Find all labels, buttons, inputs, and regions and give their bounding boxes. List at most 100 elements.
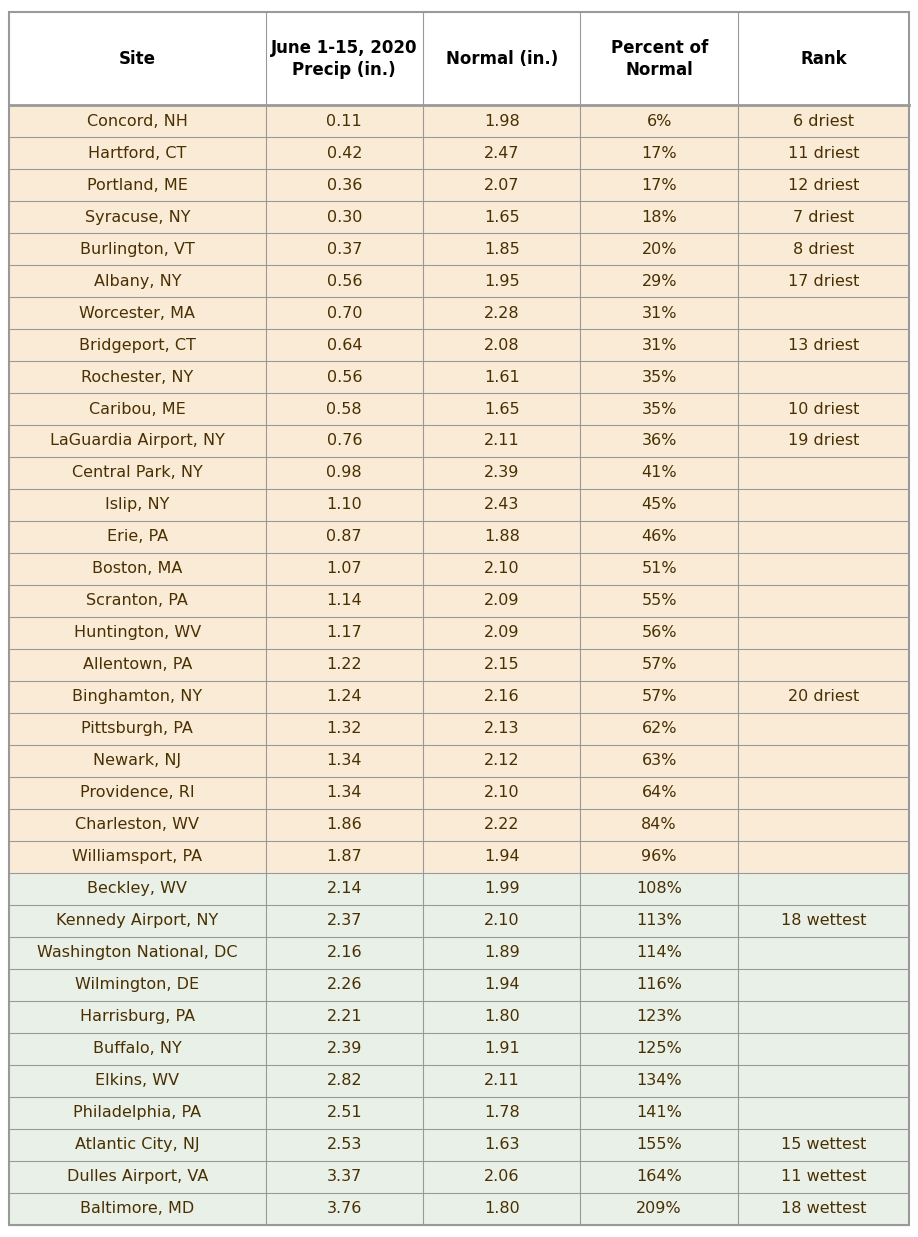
Text: Beckley, WV: Beckley, WV	[87, 881, 187, 897]
Bar	[9, 1192, 909, 1225]
Text: 2.08: 2.08	[484, 338, 520, 353]
Text: 1.98: 1.98	[484, 114, 520, 129]
Text: 18 wettest: 18 wettest	[780, 913, 866, 928]
Bar	[9, 169, 909, 202]
Text: LaGuardia Airport, NY: LaGuardia Airport, NY	[50, 433, 225, 449]
Text: 96%: 96%	[642, 850, 677, 865]
Text: 0.37: 0.37	[327, 241, 362, 256]
Text: 10 driest: 10 driest	[788, 402, 859, 417]
Text: Rochester, NY: Rochester, NY	[82, 370, 194, 385]
Text: Erie, PA: Erie, PA	[106, 529, 168, 544]
Text: 55%: 55%	[642, 594, 677, 609]
Bar	[9, 553, 909, 585]
Text: 17%: 17%	[642, 178, 677, 193]
Text: 1.78: 1.78	[484, 1105, 520, 1121]
Bar	[9, 329, 909, 361]
Text: 2.10: 2.10	[484, 913, 520, 928]
Text: Percent of
Normal: Percent of Normal	[610, 38, 708, 79]
Text: 2.16: 2.16	[327, 945, 362, 960]
Text: 0.98: 0.98	[327, 465, 362, 480]
Text: 63%: 63%	[642, 753, 677, 768]
Text: 18%: 18%	[642, 209, 677, 225]
Text: Binghamton, NY: Binghamton, NY	[73, 689, 203, 704]
Text: 2.16: 2.16	[484, 689, 520, 704]
Bar	[9, 361, 909, 393]
Text: Caribou, ME: Caribou, ME	[89, 402, 185, 417]
Text: 11 wettest: 11 wettest	[780, 1169, 866, 1184]
Text: 134%: 134%	[636, 1074, 682, 1089]
Text: Islip, NY: Islip, NY	[106, 497, 170, 512]
Text: 123%: 123%	[636, 1009, 682, 1024]
Text: Boston, MA: Boston, MA	[92, 562, 183, 576]
Text: 108%: 108%	[636, 881, 682, 897]
Text: 2.43: 2.43	[484, 497, 520, 512]
Text: Wilmington, DE: Wilmington, DE	[75, 977, 199, 992]
Text: 8 driest: 8 driest	[793, 241, 854, 256]
Text: 57%: 57%	[642, 657, 677, 673]
Text: Atlantic City, NJ: Atlantic City, NJ	[75, 1137, 200, 1152]
Bar	[9, 777, 909, 809]
Text: 64%: 64%	[642, 785, 677, 800]
Text: Normal (in.): Normal (in.)	[445, 49, 558, 68]
Text: 1.32: 1.32	[327, 721, 362, 736]
Text: Buffalo, NY: Buffalo, NY	[93, 1042, 182, 1056]
Text: 1.94: 1.94	[484, 977, 520, 992]
Text: 51%: 51%	[642, 562, 677, 576]
Text: 1.91: 1.91	[484, 1042, 520, 1056]
Text: 1.88: 1.88	[484, 529, 520, 544]
Text: 62%: 62%	[642, 721, 677, 736]
Text: 3.76: 3.76	[327, 1201, 362, 1216]
Bar	[9, 1065, 909, 1097]
Text: Washington National, DC: Washington National, DC	[37, 945, 238, 960]
Bar	[9, 809, 909, 841]
Text: 141%: 141%	[636, 1105, 682, 1121]
Text: 0.30: 0.30	[327, 209, 362, 225]
Text: 2.11: 2.11	[484, 433, 520, 449]
Text: 1.24: 1.24	[327, 689, 362, 704]
Text: 41%: 41%	[642, 465, 677, 480]
Text: 6 driest: 6 driest	[793, 114, 854, 129]
Text: Concord, NH: Concord, NH	[87, 114, 188, 129]
Text: 11 driest: 11 driest	[788, 146, 859, 161]
Text: 31%: 31%	[642, 338, 677, 353]
Text: 1.63: 1.63	[484, 1137, 520, 1152]
Text: 2.37: 2.37	[327, 913, 362, 928]
Bar	[9, 426, 909, 456]
Bar	[9, 521, 909, 553]
Bar	[9, 969, 909, 1001]
Bar	[9, 904, 909, 936]
Text: 17%: 17%	[642, 146, 677, 161]
Text: 13 driest: 13 driest	[788, 338, 859, 353]
Text: 1.34: 1.34	[327, 785, 362, 800]
Text: 2.09: 2.09	[484, 594, 520, 609]
Text: Williamsport, PA: Williamsport, PA	[73, 850, 203, 865]
Text: Syracuse, NY: Syracuse, NY	[84, 209, 190, 225]
Text: Baltimore, MD: Baltimore, MD	[80, 1201, 195, 1216]
Text: 1.10: 1.10	[327, 497, 363, 512]
Bar	[9, 841, 909, 873]
Text: 2.12: 2.12	[484, 753, 520, 768]
Text: 57%: 57%	[642, 689, 677, 704]
Bar	[9, 873, 909, 904]
Text: 2.51: 2.51	[327, 1105, 362, 1121]
Text: 19 driest: 19 driest	[788, 433, 859, 449]
Text: 1.22: 1.22	[327, 657, 362, 673]
Text: 6%: 6%	[646, 114, 672, 129]
Text: 113%: 113%	[636, 913, 682, 928]
Text: 0.42: 0.42	[327, 146, 362, 161]
Text: 1.65: 1.65	[484, 402, 520, 417]
Text: 0.87: 0.87	[327, 529, 362, 544]
Bar	[9, 202, 909, 233]
Text: 0.58: 0.58	[327, 402, 362, 417]
Text: 2.39: 2.39	[327, 1042, 362, 1056]
Text: Huntington, WV: Huntington, WV	[73, 626, 201, 641]
Text: 1.61: 1.61	[484, 370, 520, 385]
Text: 1.14: 1.14	[327, 594, 363, 609]
Text: Central Park, NY: Central Park, NY	[72, 465, 203, 480]
Text: 1.94: 1.94	[484, 850, 520, 865]
Bar	[9, 265, 909, 297]
Text: 1.85: 1.85	[484, 241, 520, 256]
Text: 209%: 209%	[636, 1201, 682, 1216]
Text: 2.11: 2.11	[484, 1074, 520, 1089]
Text: 1.87: 1.87	[327, 850, 363, 865]
